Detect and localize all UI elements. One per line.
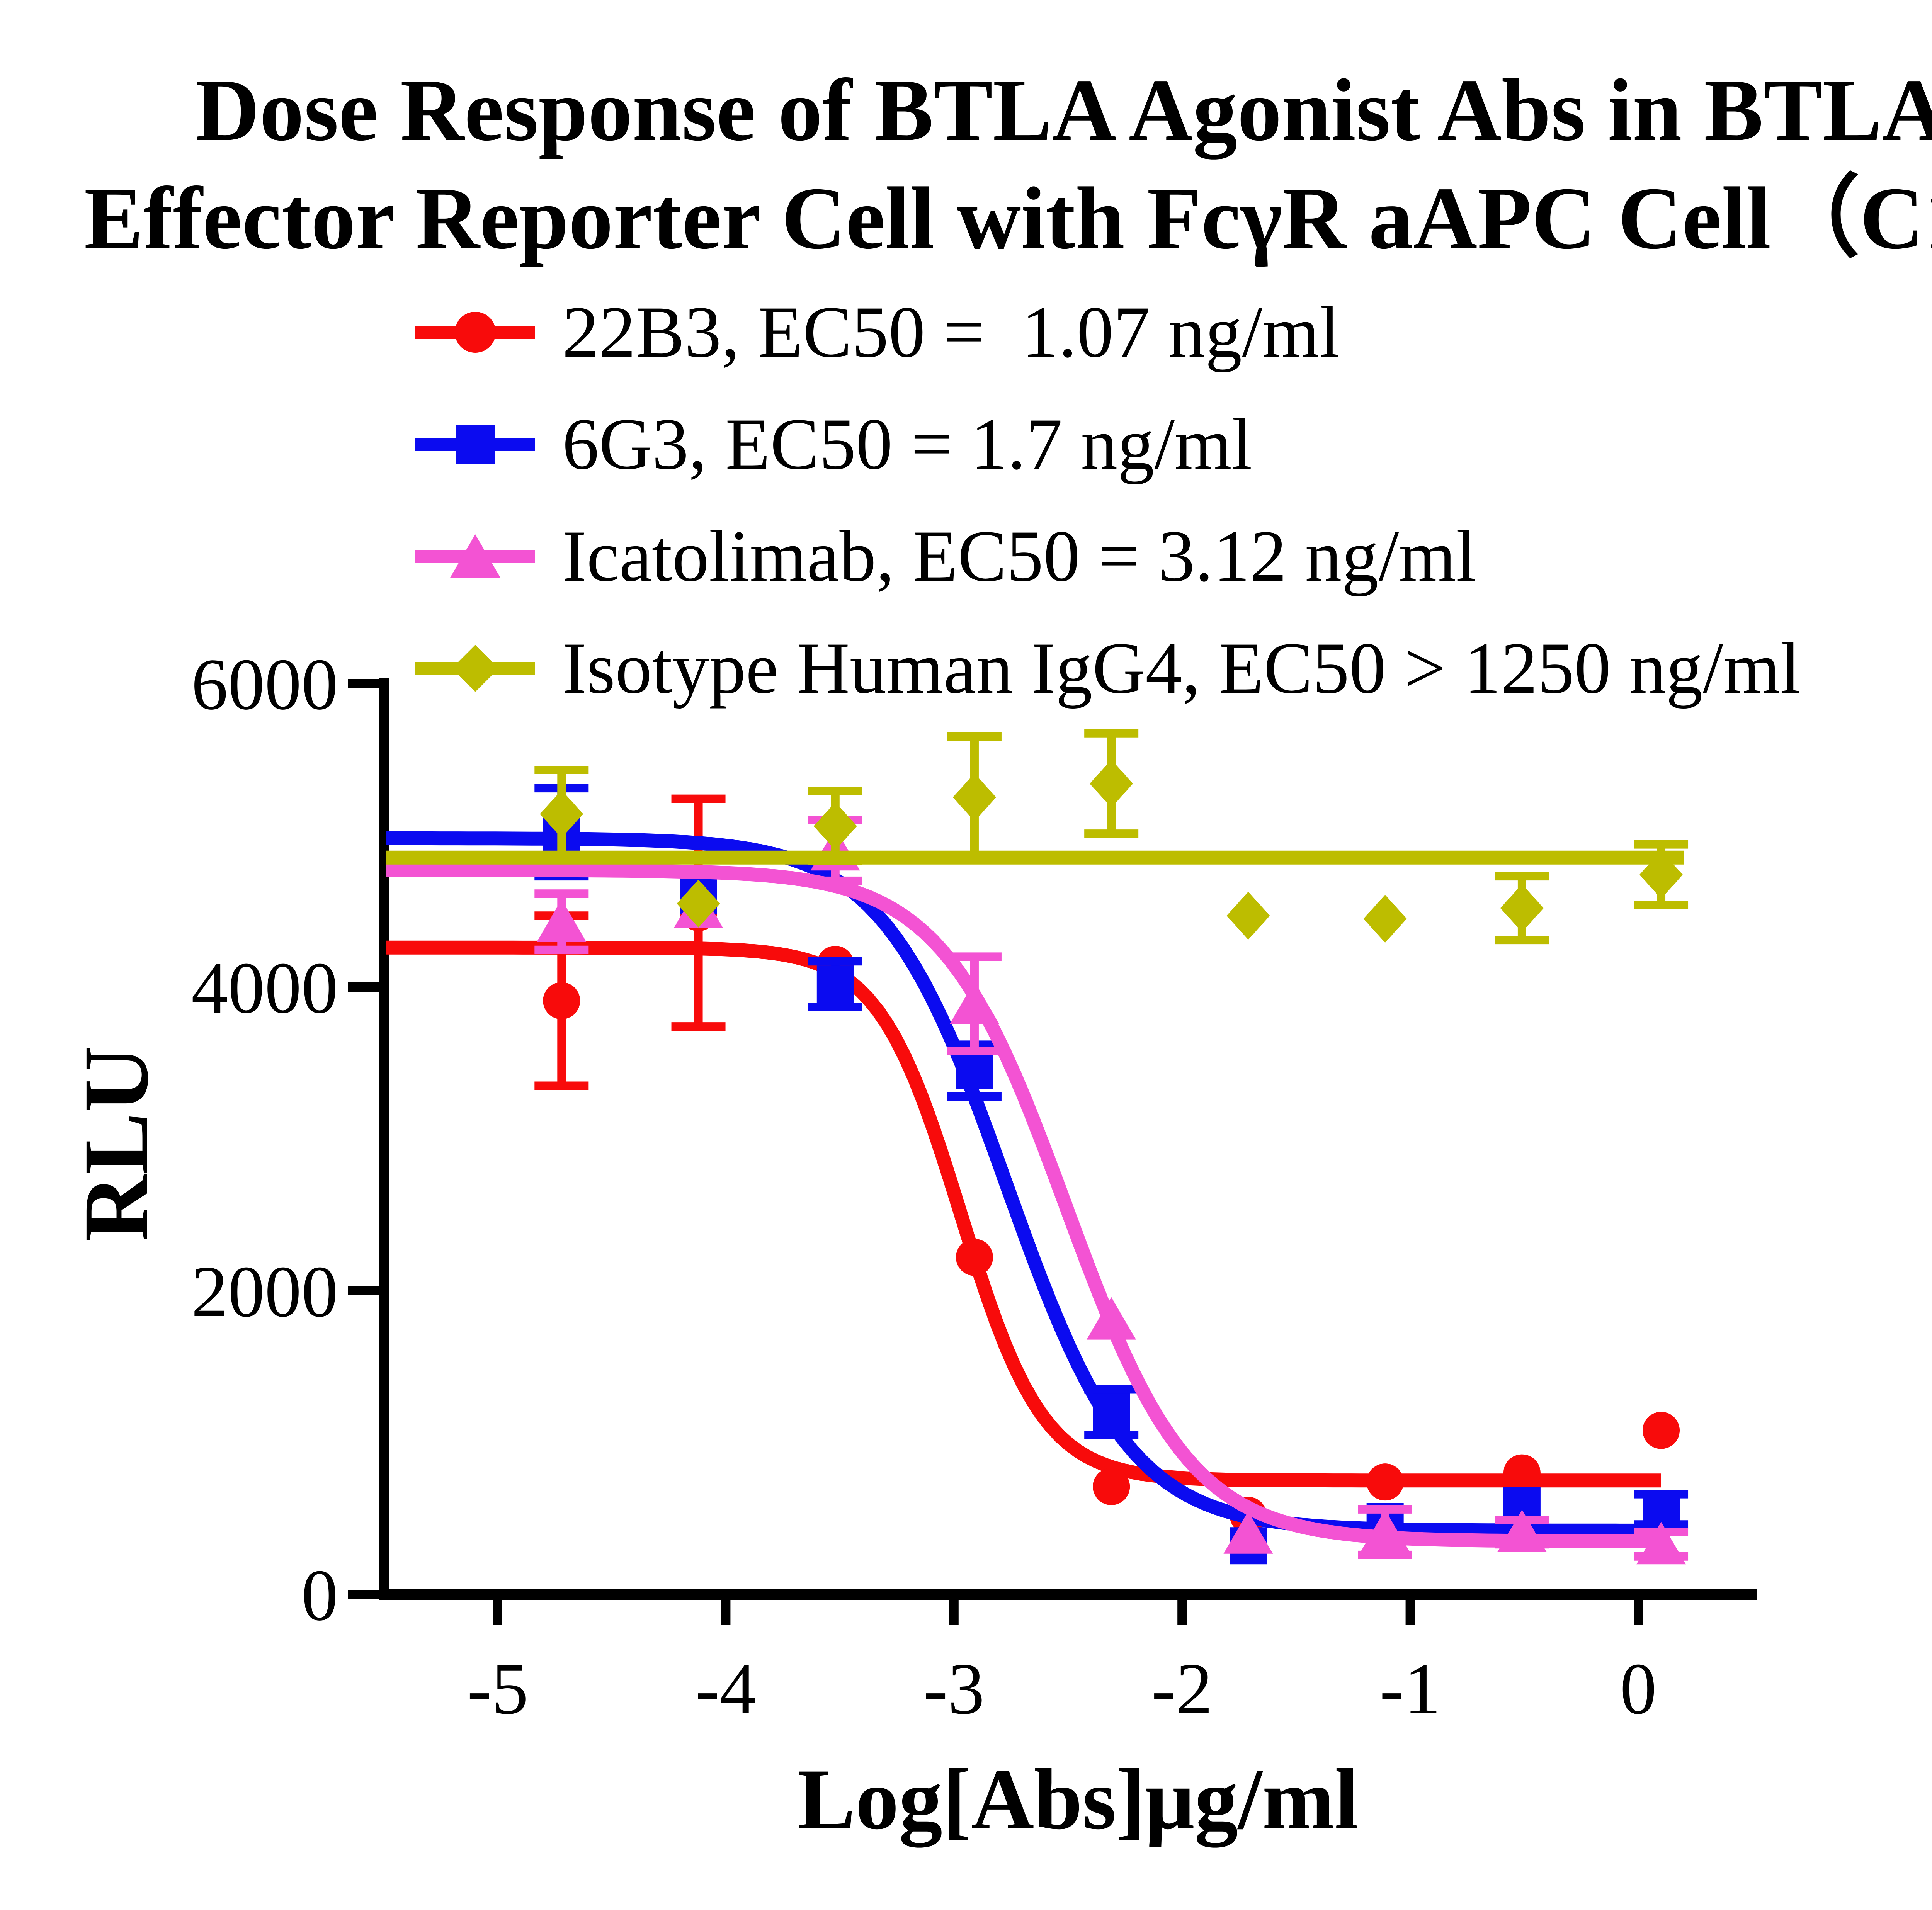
22B3-marker [1093, 1468, 1130, 1505]
legend-item-isotype-igg4: Isotype Human IgG4, EC50 > 1250 ng/ml [415, 632, 1801, 705]
curve-22B3 [386, 940, 1661, 1488]
Isotype Human IgG4-marker [1226, 892, 1270, 940]
22B3-marker [1643, 1412, 1680, 1449]
legend-item-22b3: 22B3, EC50 = 1.07 ng/ml [415, 296, 1340, 369]
legend-label: Icatolimab, EC50 = 3.12 ng/ml [562, 516, 1476, 597]
6G3-marker [1643, 1490, 1680, 1528]
Isotype Human IgG4-marker [952, 773, 996, 821]
Icatolimab-marker [1223, 1511, 1273, 1554]
legend-label: 22B3, EC50 = 1.07 ng/ml [562, 292, 1340, 373]
Icatolimab-marker [1636, 1522, 1686, 1565]
y-tick-label: 2000 [191, 1251, 338, 1332]
22B3-marker [956, 1239, 993, 1276]
legend-item-6g3: 6G3, EC50 = 1.7 ng/ml [415, 408, 1252, 481]
Icatolimab-marker [1497, 1509, 1547, 1552]
square-marker-icon [456, 425, 495, 464]
6G3-marker [956, 1052, 993, 1089]
chart-title-line-2: Effector Reporter Cell with FcγR aAPC Ce… [84, 169, 1932, 267]
legend-label: Isotype Human IgG4, EC50 > 1250 ng/ml [562, 628, 1801, 709]
22B3-marker [1503, 1454, 1541, 1492]
legend-key [415, 305, 535, 359]
x-tick-label: -4 [695, 1648, 756, 1730]
x-tick-label: 0 [1620, 1648, 1657, 1730]
Isotype Human IgG4-marker [813, 802, 857, 850]
y-tick-label: 4000 [191, 948, 338, 1029]
y-tick-label: 6000 [191, 644, 338, 725]
6G3-marker [1093, 1393, 1130, 1431]
legend-key [415, 641, 535, 695]
circle-marker-icon [455, 312, 496, 353]
x-tick-label: -5 [467, 1648, 528, 1730]
Isotype Human IgG4-marker [1363, 895, 1407, 943]
Isotype Human IgG4-marker [1639, 851, 1683, 899]
x-tick-label: -3 [923, 1648, 985, 1730]
legend-key [415, 417, 535, 471]
x-tick-label: -2 [1151, 1648, 1213, 1730]
Isotype Human IgG4-marker [677, 879, 720, 928]
22B3-marker [1366, 1463, 1404, 1501]
22B3-marker [543, 982, 580, 1020]
x-axis-title: Log[Abs]μg/ml [797, 1751, 1359, 1847]
6G3-marker [816, 965, 854, 1003]
Isotype Human IgG4-marker [1500, 884, 1544, 932]
legend-label: 6G3, EC50 = 1.7 ng/ml [562, 404, 1252, 485]
y-tick-label: 0 [301, 1555, 338, 1636]
Isotype Human IgG4-marker [540, 790, 583, 838]
triangle-marker-icon [450, 534, 501, 578]
Isotype Human IgG4-marker [1090, 760, 1133, 808]
Icatolimab-marker [949, 981, 999, 1024]
curve-6G3 [386, 831, 1661, 1538]
Icatolimab-marker [1087, 1297, 1136, 1340]
x-tick-label: -1 [1379, 1648, 1440, 1730]
legend-item-icatolimab: Icatolimab, EC50 = 3.12 ng/ml [415, 520, 1476, 593]
Icatolimab-marker [1360, 1509, 1410, 1552]
Icatolimab-marker [537, 899, 587, 942]
legend-key [415, 529, 535, 583]
chart-title-line-1: Dose Response of BTLA Agonist Abs in BTL… [195, 61, 1932, 159]
curve-Icatolimab [386, 863, 1661, 1548]
